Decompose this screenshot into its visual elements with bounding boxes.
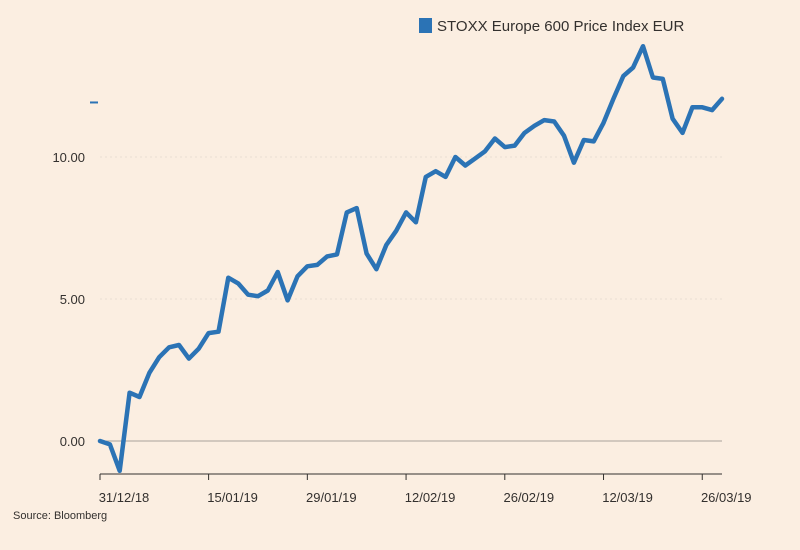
legend-swatch [419, 18, 432, 33]
y-axis: 0.00 5.00 10.00 [52, 101, 98, 449]
x-tick-label: 12/03/19 [602, 490, 653, 505]
source-note: Source: Bloomberg [13, 510, 108, 522]
x-tick-label: 12/02/19 [405, 490, 456, 505]
series-layer [97, 43, 725, 474]
x-tick-label: 29/01/19 [306, 490, 357, 505]
y-tick-label: 10.00 [52, 150, 85, 165]
legend: STOXX Europe 600 Price Index EUR [419, 18, 685, 35]
y-tick-label: 0.00 [60, 434, 85, 449]
x-tick-label: 31/12/18 [99, 490, 150, 505]
x-tick-label: 26/03/19 [701, 490, 752, 505]
x-tick-label: 15/01/19 [207, 490, 258, 505]
x-tick-label: 26/02/19 [503, 490, 554, 505]
y-tick-label: 5.00 [60, 292, 85, 307]
series-line-stoxx-europe-600 [97, 43, 725, 474]
x-axis: 31/12/18 15/01/19 29/01/19 12/02/19 26/02/19… [99, 473, 752, 505]
legend-label: STOXX Europe 600 Price Index EUR [437, 18, 685, 35]
grid-lines [100, 156, 722, 300]
